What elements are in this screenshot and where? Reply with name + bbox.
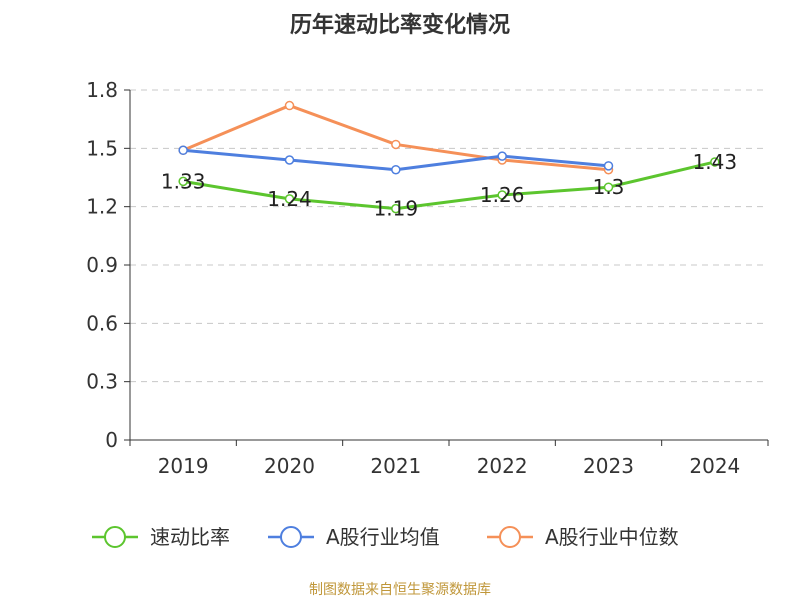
data-label: 1.26: [480, 183, 525, 207]
data-point: [284, 100, 295, 111]
legend-label: A股行业中位数: [545, 525, 679, 549]
data-point: [178, 145, 188, 156]
data-point: [284, 194, 295, 204]
legend-item[interactable]: A股行业中位数: [487, 525, 679, 549]
series-lines: [178, 100, 720, 214]
data-point: [497, 151, 507, 161]
data-point: [178, 176, 188, 187]
axes: 0 0.3 0.6 0.9 1.2 1.5 1.8 2019 2020 2021 2022 2023 2…: [86, 78, 769, 478]
x-tick-label: 2021: [370, 454, 421, 478]
data-point: [603, 161, 614, 171]
data-label: 1.3: [593, 175, 625, 199]
data-point: [391, 139, 401, 150]
y-tick-label: 1.5: [86, 136, 118, 160]
legend-label: A股行业均值: [326, 525, 440, 549]
legend-label: 速动比率: [150, 525, 230, 549]
data-label: 1.43: [693, 150, 738, 174]
source-note: 制图数据来自恒生聚源数据库: [309, 582, 491, 598]
data-point: [497, 190, 507, 200]
y-tick-label: 0: [105, 428, 118, 452]
legend-marker: [499, 526, 521, 548]
y-tick-label: 0.6: [86, 311, 118, 335]
chart-title: 历年速动比率变化情况: [290, 12, 510, 38]
x-tick-label: 2023: [583, 454, 634, 478]
data-label: 1.33: [161, 169, 206, 193]
data-point: [603, 182, 614, 192]
data-labels: 1.33 1.24 1.19 1.26 1.3 1.43: [161, 150, 737, 221]
data-point: [284, 155, 295, 165]
data-label: 1.24: [267, 187, 312, 211]
grid-lines: [130, 89, 768, 383]
data-point: [391, 203, 401, 214]
legend-item[interactable]: A股行业均值: [268, 525, 440, 549]
legend: 速动比率 A股行业均值 A股行业中位数: [92, 525, 679, 549]
x-tick-label: 2019: [158, 454, 209, 478]
data-label: 1.19: [374, 197, 419, 221]
x-tick-label: 2024: [689, 454, 740, 478]
data-point: [710, 157, 720, 167]
x-tick-label: 2022: [477, 454, 528, 478]
y-tick-label: 0.3: [86, 370, 118, 394]
data-point: [391, 164, 401, 175]
legend-item[interactable]: 速动比率: [92, 525, 230, 549]
y-tick-label: 1.2: [86, 195, 118, 219]
series-line: [182, 160, 716, 211]
legend-marker: [280, 526, 302, 548]
x-tick-label: 2020: [264, 454, 315, 478]
y-tick-label: 0.9: [86, 253, 118, 277]
legend-marker: [104, 526, 126, 548]
y-tick-label: 1.8: [86, 78, 118, 102]
